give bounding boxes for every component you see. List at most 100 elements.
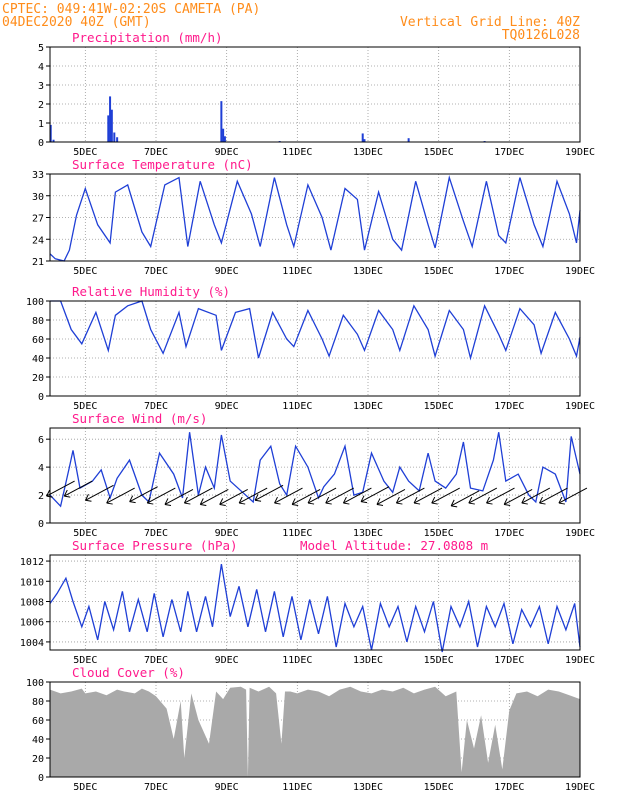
wind-ytick-label: 6 <box>38 435 44 446</box>
pres-xtick-label: 5DEC <box>73 655 97 666</box>
rh-title: Relative Humidity (%) <box>72 284 230 299</box>
temp-xtick-label: 17DEC <box>494 266 524 277</box>
wind-arrow <box>450 490 480 508</box>
wind-ytick-label: 0 <box>38 519 44 530</box>
temp-ytick-label: 33 <box>32 170 44 181</box>
wind-xtick-label: 7DEC <box>144 528 168 539</box>
cloud-title: Cloud Cover (%) <box>72 665 185 680</box>
wind-xtick-label: 17DEC <box>494 528 524 539</box>
wind-arrow <box>146 487 176 505</box>
precip-ytick-label: 3 <box>38 81 44 92</box>
wind-arrow <box>539 487 568 505</box>
rh-xtick-label: 5DEC <box>73 401 97 412</box>
wind-arrow <box>129 486 158 504</box>
rh-xtick-label: 11DEC <box>282 401 312 412</box>
pres-xtick-label: 17DEC <box>494 655 524 666</box>
temp-xtick-label: 5DEC <box>73 266 97 277</box>
wind-arrow <box>521 487 551 505</box>
cloud-xtick-label: 19DEC <box>565 782 595 793</box>
precip-xtick-label: 19DEC <box>565 147 595 158</box>
temp-xtick-label: 19DEC <box>565 266 595 277</box>
panels: Precipitation (mm/h) 0 1 2 3 4 5 5DEC 7DEC 9DEC 11… <box>20 30 595 793</box>
precip-bar <box>49 124 52 142</box>
pres-ytick-label: 1004 <box>20 638 44 649</box>
rh-ytick-label: 80 <box>32 316 44 327</box>
panel-cloud: Cloud Cover (%) 0 20 40 60 80 100 5DEC 7DEC 9DEC 1… <box>26 665 595 793</box>
pres-title: Surface Pressure (hPa) <box>72 538 238 553</box>
wind-arrow <box>431 487 460 505</box>
wind-arrow <box>199 489 229 506</box>
rh-xtick-label: 19DEC <box>565 401 595 412</box>
precip-bar <box>107 115 110 142</box>
wind-arrow <box>106 487 135 505</box>
wind-xtick-label: 15DEC <box>424 528 454 539</box>
rh-xtick-label: 7DEC <box>144 401 168 412</box>
pres-line <box>49 563 581 653</box>
rh-frame <box>49 300 581 397</box>
cloud-ytick-label: 0 <box>38 773 44 784</box>
wind-xtick-label: 11DEC <box>282 528 312 539</box>
panel-precip: Precipitation (mm/h) 0 1 2 3 4 5 5DEC 7DEC 9DEC 11… <box>38 30 595 158</box>
rh-xtick-label: 15DEC <box>424 401 454 412</box>
precip-bar <box>109 96 112 142</box>
temp-xtick-label: 15DEC <box>424 266 454 277</box>
rh-ytick-label: 40 <box>32 354 44 365</box>
pres-xtick-label: 7DEC <box>144 655 168 666</box>
precip-ytick-label: 5 <box>38 43 44 54</box>
cloud-xtick-label: 15DEC <box>424 782 454 793</box>
precip-xtick-label: 13DEC <box>353 147 383 158</box>
temp-ytick-label: 27 <box>32 214 44 225</box>
precip-title: Precipitation (mm/h) <box>72 30 223 45</box>
grid-line-note: Vertical Grid Line: 40Z <box>400 15 580 30</box>
cloud-area <box>50 686 580 777</box>
precip-xtick-label: 11DEC <box>282 147 312 158</box>
pres-frame <box>49 554 581 651</box>
cloud-xtick-label: 5DEC <box>73 782 97 793</box>
precip-frame <box>49 46 581 143</box>
wind-arrow <box>503 489 533 506</box>
pres-xtick-label: 11DEC <box>282 655 312 666</box>
pres-ytick-label: 1010 <box>20 577 44 588</box>
precip-bar <box>363 139 366 142</box>
cloud-xtick-label: 7DEC <box>144 782 168 793</box>
wind-arrow <box>486 487 515 505</box>
wind-arrow <box>307 487 337 505</box>
cloud-ytick-label: 100 <box>26 678 44 689</box>
wind-arrow <box>360 486 390 504</box>
rh-line <box>50 300 581 361</box>
pres-ytick-label: 1006 <box>20 618 44 629</box>
precip-bar <box>361 133 364 142</box>
temp-title: Surface Temperature (nC) <box>72 157 253 172</box>
panel-rh: Relative Humidity (%) 0 20 40 60 80 100 5DEC 7DE… <box>26 284 595 412</box>
temp-ytick-label: 21 <box>32 257 44 268</box>
precip-ytick-label: 1 <box>38 119 44 130</box>
wind-arrow <box>413 487 443 505</box>
pres-ytick-label: 1012 <box>20 557 44 568</box>
wind-ytick-label: 2 <box>38 491 44 502</box>
cloud-xtick-label: 13DEC <box>353 782 383 793</box>
wind-arrow <box>342 487 372 505</box>
cloud-xtick-label: 9DEC <box>215 782 239 793</box>
temp-xtick-label: 13DEC <box>353 266 383 277</box>
precip-bar <box>223 136 226 142</box>
wind-arrow <box>274 487 303 505</box>
precip-xtick-label: 15DEC <box>424 147 454 158</box>
cloud-ytick-label: 40 <box>32 735 44 746</box>
rh-xtick-label: 13DEC <box>353 401 383 412</box>
temp-frame <box>49 173 581 262</box>
wind-arrow <box>219 489 248 506</box>
precip-xtick-label: 5DEC <box>73 147 97 158</box>
wind-arrow <box>85 484 114 502</box>
cloud-ytick-label: 80 <box>32 697 44 708</box>
pres-xtick-label: 15DEC <box>424 655 454 666</box>
rh-xtick-label: 9DEC <box>215 401 239 412</box>
rh-ytick-label: 60 <box>32 335 44 346</box>
cloud-xtick-label: 17DEC <box>494 782 524 793</box>
precip-bar <box>407 138 410 142</box>
wind-arrow <box>254 484 284 502</box>
pres-xtick-label: 19DEC <box>565 655 595 666</box>
pres-ytick-label: 1008 <box>20 597 44 608</box>
cloud-ytick-label: 20 <box>32 754 44 765</box>
station-header: CPTEC: 049:41W-02:20S CAMETA (PA) <box>2 2 260 17</box>
